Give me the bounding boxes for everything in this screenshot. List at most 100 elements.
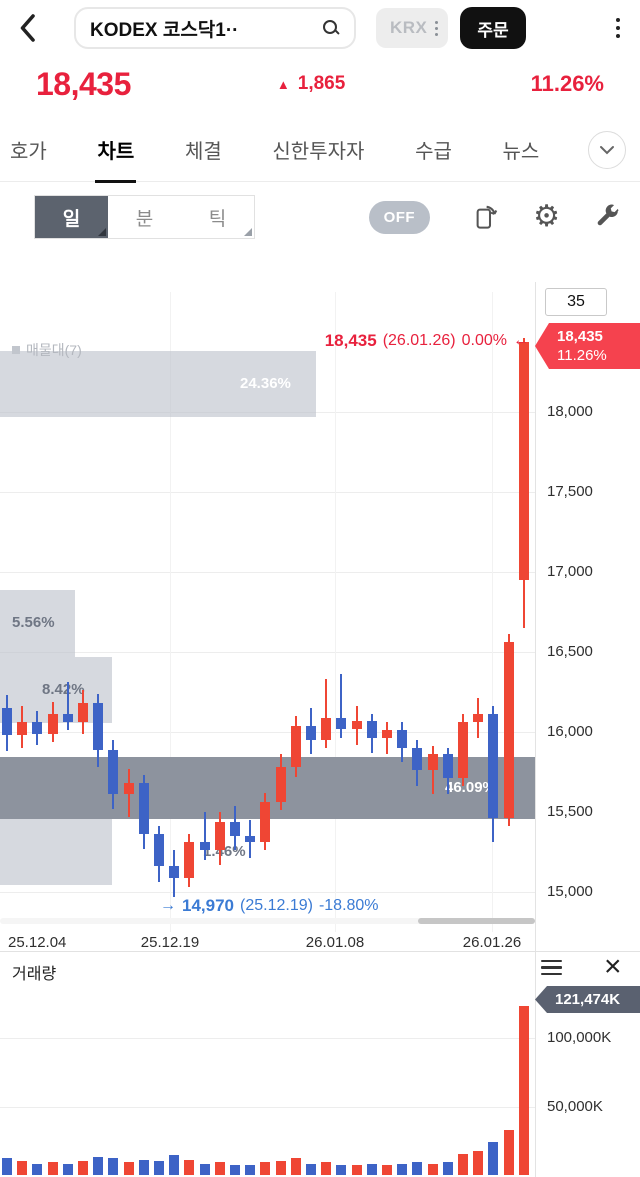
tab-chart[interactable]: 차트: [95, 118, 137, 183]
candle-body: [184, 842, 195, 878]
volume-menu-button[interactable]: [541, 960, 562, 976]
tab-shinhan-investors-label: 신한투자자: [272, 141, 365, 163]
period-minute-button[interactable]: 분: [108, 196, 181, 238]
date-axis-label: 25.12.19: [140, 934, 200, 951]
chart-plot-area[interactable]: 매물대(7) 18,435 (26.01.26) 0.00% ← → 14,97…: [0, 292, 535, 932]
settings-button[interactable]: ⚙: [533, 202, 560, 232]
volume-profile-label: 5.56%: [12, 614, 55, 632]
volume-bar: [123, 1162, 134, 1175]
price-axis-label: 18,000: [547, 403, 593, 420]
volume-bar: [214, 1162, 225, 1175]
gear-icon: ⚙: [533, 200, 560, 233]
candle-body: [427, 754, 438, 771]
legend-swatch-icon: [12, 346, 20, 354]
candle-body: [47, 714, 58, 734]
order-button[interactable]: 주문: [460, 7, 526, 49]
back-button[interactable]: [14, 11, 40, 45]
high-price-date: (26.01.26): [382, 332, 456, 349]
candle-body: [275, 767, 286, 803]
more-menu-button[interactable]: [616, 18, 620, 38]
volume-bar: [336, 1165, 347, 1175]
chart-scrollbar-track: [0, 918, 535, 924]
exchange-selector-button[interactable]: KRX: [376, 8, 449, 48]
price-axis[interactable]: 18,000 17,500 17,000 16,500 16,000 15,500 15,0…: [535, 292, 640, 932]
period-tick-button[interactable]: 틱: [181, 196, 254, 238]
tab-supply-demand[interactable]: 수급: [413, 118, 454, 182]
rotate-screen-button[interactable]: [472, 204, 499, 231]
low-price-value: 14,970: [182, 896, 234, 915]
off-toggle-button[interactable]: OFF: [368, 200, 431, 234]
period-tick-label: 틱: [208, 208, 227, 230]
volume-axis: 100,000K 50,000K: [535, 986, 640, 1177]
candle-body: [154, 834, 164, 867]
back-chevron-icon: [20, 14, 35, 42]
tab-quotes-label: 호가: [10, 141, 47, 163]
volume-bar: [78, 1161, 88, 1175]
period-day-button[interactable]: 일: [35, 196, 108, 238]
price-gridline: [0, 892, 535, 893]
chart-scrollbar-thumb[interactable]: [418, 918, 535, 924]
tab-news[interactable]: 뉴스: [501, 118, 542, 182]
volume-bar: [93, 1156, 104, 1175]
period-selector: 일 분 틱: [34, 195, 255, 239]
badge-percent: 11.26%: [557, 347, 607, 364]
volume-bar: [427, 1163, 438, 1175]
price-axis-label: 15,000: [547, 883, 593, 900]
volume-plot-area[interactable]: [0, 986, 535, 1177]
date-axis-label: 26.01.08: [305, 934, 365, 951]
candle-count-box[interactable]: 35: [545, 288, 607, 316]
tab-chart-label: 차트: [97, 141, 135, 163]
volume-bar: [108, 1158, 119, 1175]
chart-toolbar: 일 분 틱 OFF ⚙: [0, 182, 640, 252]
volume-bar: [488, 1141, 499, 1175]
volume-bar: [366, 1163, 377, 1175]
candle-body: [123, 783, 134, 795]
volume-bar: [458, 1154, 468, 1175]
low-price-annotation: → 14,970 (25.12.19) -18.80%: [160, 896, 379, 916]
search-icon: [322, 19, 340, 37]
candle-body: [138, 783, 149, 835]
chart-tools-button[interactable]: [594, 204, 620, 230]
volume-bar: [230, 1165, 240, 1175]
volume-profile-zone: [0, 589, 75, 657]
candle-body: [108, 749, 119, 795]
volume-axis-label: 50,000K: [547, 1098, 603, 1116]
candle-body: [473, 714, 484, 723]
candle-body: [306, 725, 316, 740]
chevron-down-icon: [600, 145, 614, 154]
candle-body: [351, 720, 362, 729]
date-gridline: [492, 292, 493, 932]
tab-quotes[interactable]: 호가: [8, 118, 49, 182]
volume-bar: [32, 1163, 43, 1175]
candle-wick: [386, 722, 388, 755]
candle-body: [199, 842, 210, 851]
tab-executions-label: 체결: [184, 141, 222, 163]
volume-gridline: [0, 1107, 535, 1109]
volume-bar: [412, 1162, 423, 1175]
right-arrow-icon: →: [160, 897, 176, 914]
axis-separator: [535, 952, 536, 1177]
order-button-label: 주문: [477, 20, 509, 40]
volume-axis-label: 100,000K: [547, 1028, 612, 1046]
wrench-icon: [597, 204, 619, 226]
close-icon: ×: [604, 950, 622, 983]
volume-bar: [184, 1159, 195, 1175]
tab-executions[interactable]: 체결: [183, 118, 224, 182]
change-value: 1,865: [297, 73, 346, 94]
expand-tabs-button[interactable]: [588, 130, 626, 169]
price-gridline: [0, 732, 535, 733]
price-gridline: [0, 572, 535, 573]
volume-profile-label: 24.36%: [240, 375, 291, 392]
candle-body: [442, 754, 453, 779]
high-price-annotation: 18,435 (26.01.26) 0.00% ←: [325, 331, 529, 351]
candle-body: [518, 342, 529, 580]
tab-shinhan-investors[interactable]: 신한투자자: [270, 118, 366, 182]
stock-search-box[interactable]: KODEX 코스닥1··: [74, 7, 356, 49]
volume-header: 거래량 ×: [0, 950, 640, 986]
price-axis-label: 15,500: [547, 803, 593, 820]
candle-wick: [431, 746, 434, 795]
volume-bar: [245, 1165, 256, 1175]
candle-count-value: 35: [567, 293, 585, 310]
volume-bar: [260, 1162, 271, 1175]
volume-close-button[interactable]: ×: [604, 950, 622, 984]
